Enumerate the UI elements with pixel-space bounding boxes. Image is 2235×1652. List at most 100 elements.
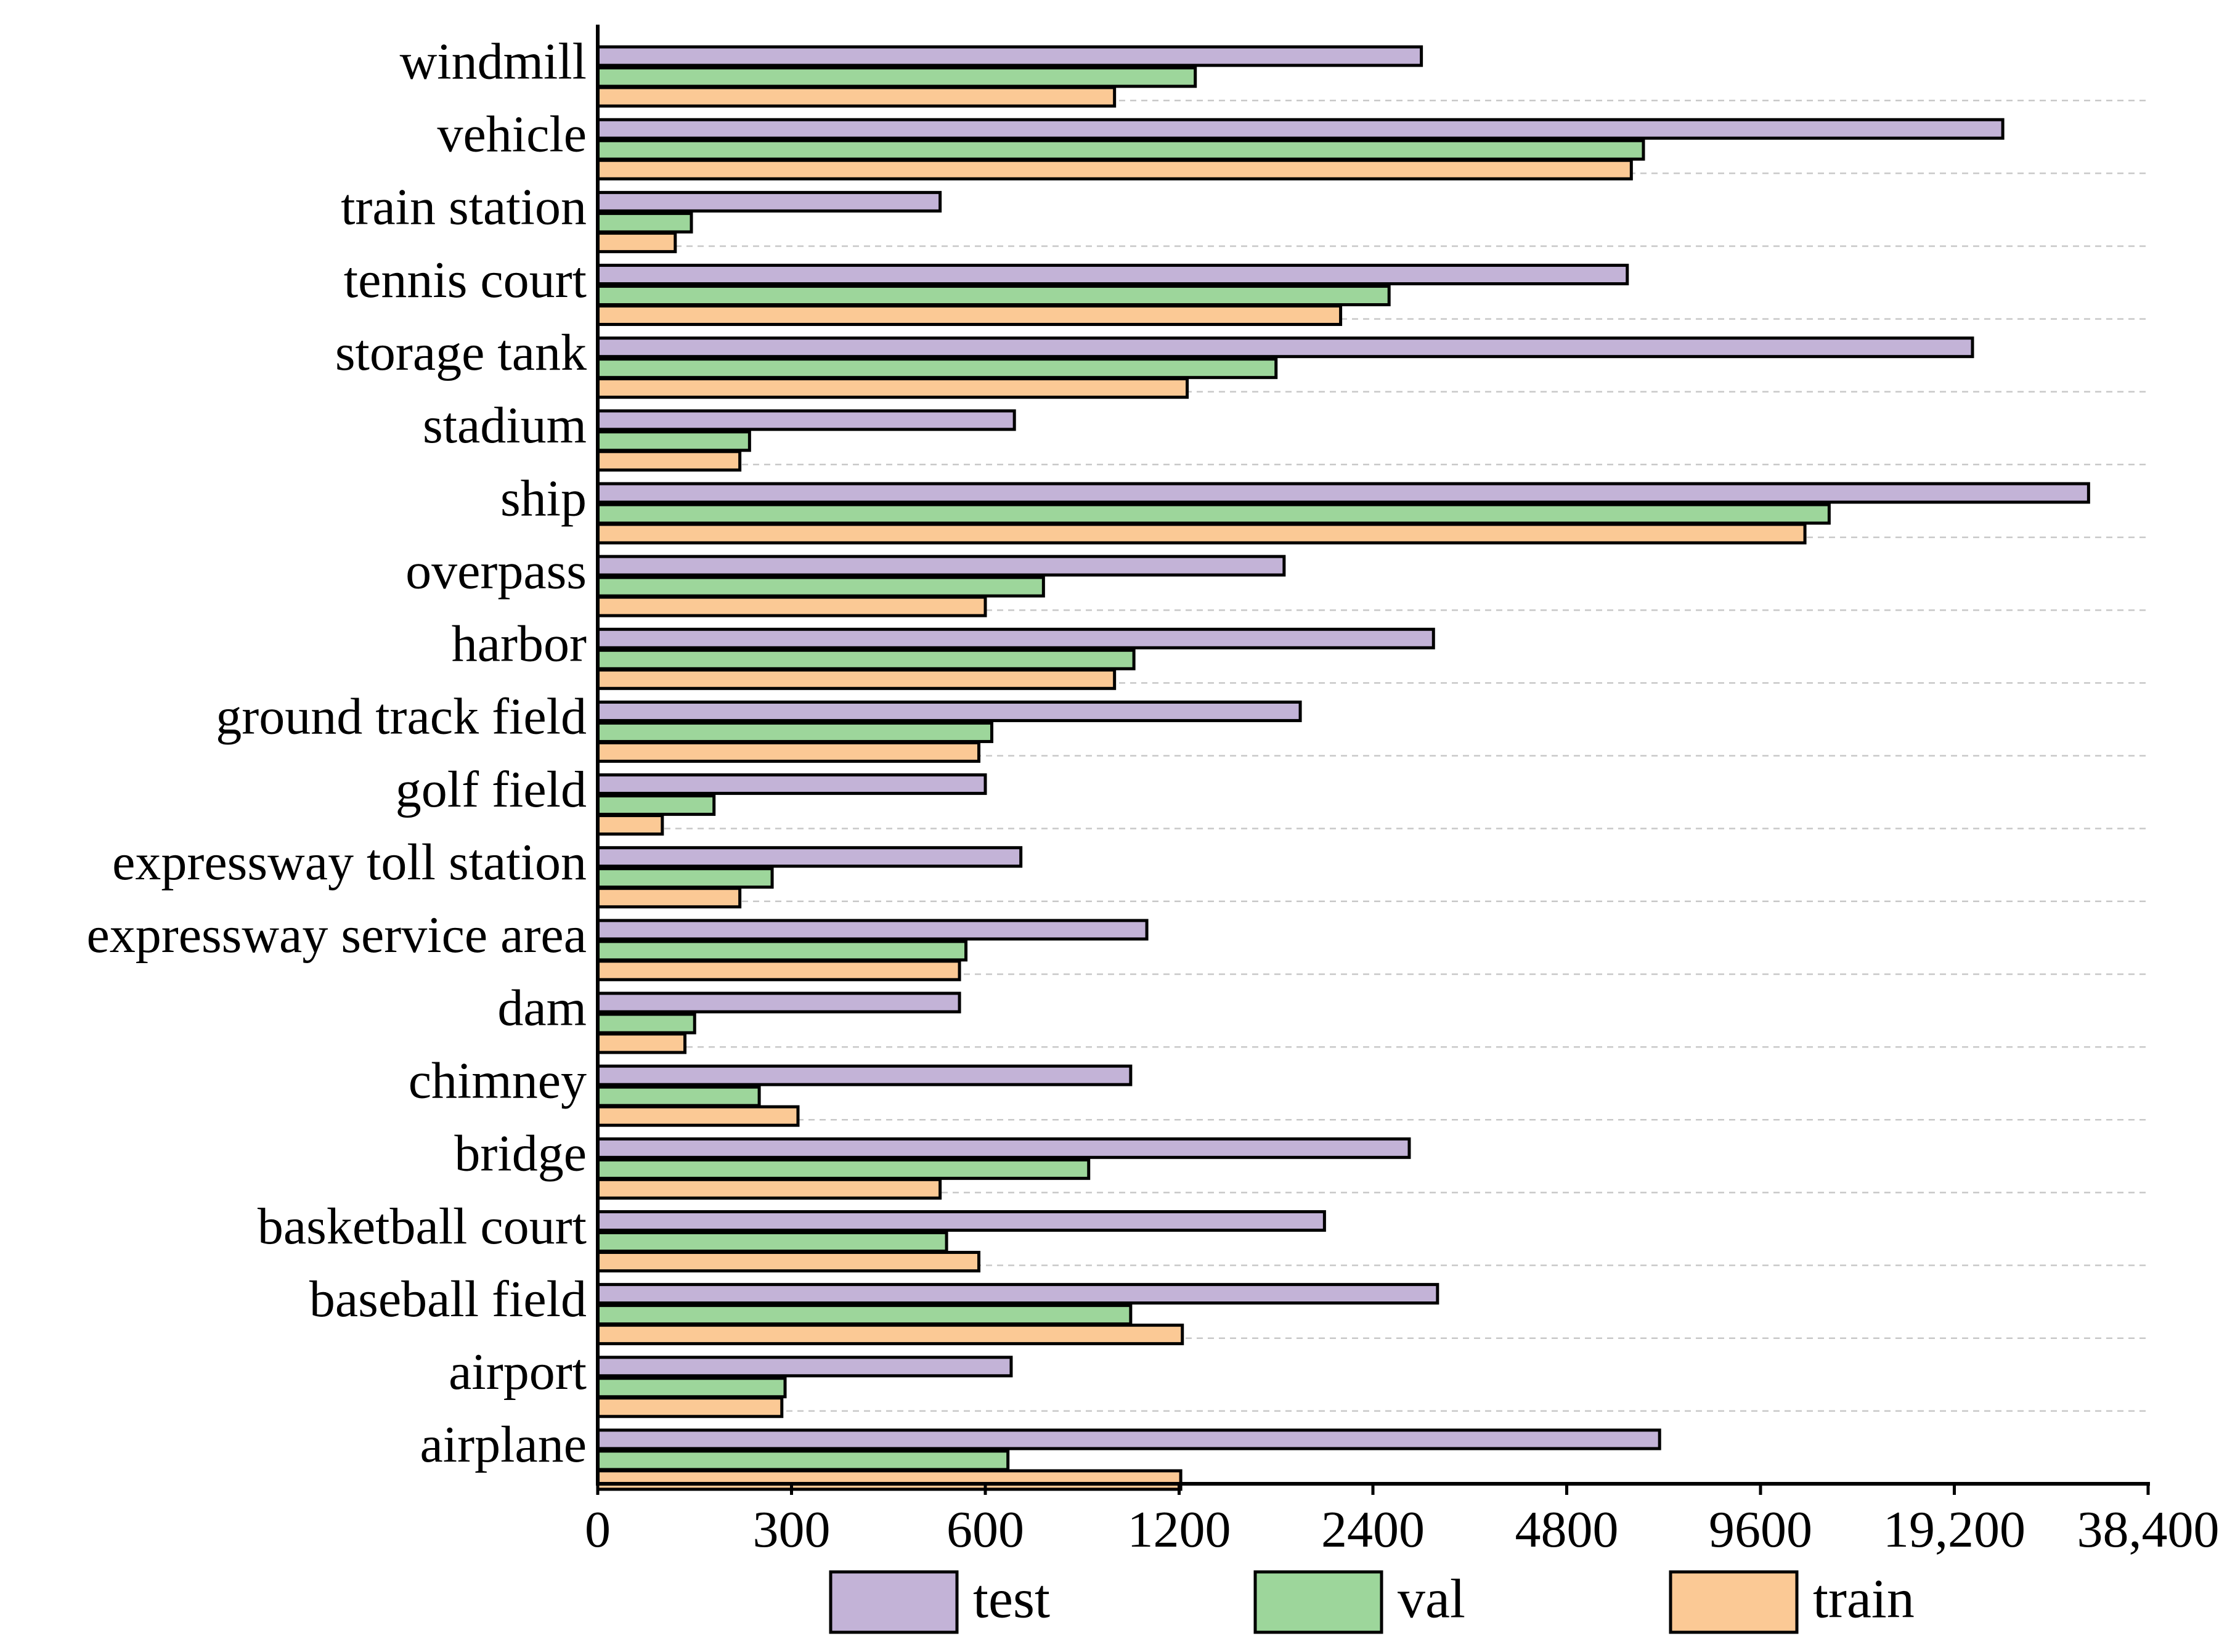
- bar-train-windmill: [596, 86, 1117, 108]
- bar-val-vehicle: [596, 139, 1645, 161]
- bar-test-stadium: [596, 409, 1016, 431]
- category-label: windmill: [400, 33, 587, 90]
- category-label: storage tank: [335, 324, 587, 381]
- legend-swatch-val: [1253, 1570, 1383, 1634]
- bar-train-vehicle: [596, 158, 1633, 181]
- x-tick-label: 9600: [1709, 1501, 1812, 1558]
- category-label: airplane: [420, 1416, 587, 1473]
- bar-test-chimney: [596, 1064, 1133, 1086]
- legend-label-train: train: [1813, 1569, 1915, 1630]
- bar-val-airport: [596, 1377, 787, 1399]
- bar-test-ship: [596, 482, 2090, 504]
- legend-swatch-train: [1669, 1570, 1799, 1634]
- bar-train-storage-tank: [596, 377, 1189, 399]
- bar-val-ground-track-field: [596, 721, 993, 743]
- bar-val-expressway-service-area: [596, 940, 968, 962]
- bar-test-windmill: [596, 45, 1423, 67]
- category-label: tennis court: [344, 251, 587, 309]
- bar-train-bridge: [596, 1178, 942, 1200]
- bar-train-chimney: [596, 1105, 800, 1127]
- category-label: chimney: [409, 1052, 587, 1109]
- legend-label-test: test: [973, 1569, 1050, 1630]
- bar-train-dam: [596, 1032, 687, 1054]
- bar-val-basketball-court: [596, 1231, 948, 1253]
- category-label: expressway service area: [86, 906, 587, 964]
- bar-val-ship: [596, 503, 1831, 525]
- x-tick-label: 38,400: [2077, 1501, 2220, 1558]
- bar-train-harbor: [596, 668, 1117, 690]
- bar-val-golf-field: [596, 794, 716, 816]
- legend-swatch-test: [829, 1570, 959, 1634]
- bar-train-expressway-service-area: [596, 959, 961, 982]
- legend: test val train: [829, 1569, 1915, 1634]
- bar-val-tennis-court: [596, 285, 1391, 307]
- bar-test-expressway-toll-station: [596, 846, 1023, 868]
- bar-train-stadium: [596, 450, 742, 472]
- category-label: baseball field: [309, 1271, 587, 1328]
- bar-test-storage-tank: [596, 336, 1974, 359]
- bar-train-golf-field: [596, 814, 664, 836]
- bar-val-bridge: [596, 1158, 1091, 1180]
- bar-val-baseball-field: [596, 1304, 1133, 1326]
- category-label: vehicle: [437, 106, 587, 163]
- bar-train-airport: [596, 1396, 784, 1418]
- bar-test-expressway-service-area: [596, 919, 1149, 941]
- category-label: expressway toll station: [112, 834, 587, 891]
- category-label: ship: [500, 470, 587, 527]
- bar-test-dam: [596, 991, 961, 1014]
- bar-val-dam: [596, 1012, 696, 1035]
- bar-test-tennis-court: [596, 264, 1629, 286]
- category-label: stadium: [423, 397, 587, 454]
- category-label: airport: [449, 1343, 587, 1401]
- bar-test-airport: [596, 1356, 1013, 1378]
- category-label: basketball court: [258, 1198, 587, 1255]
- bar-train-ground-track-field: [596, 741, 981, 763]
- x-axis-ticks: 0 300 600 1200 2400 4800 9600 19,200 38,400: [585, 1484, 2220, 1558]
- category-labels: windmill vehicle train station tennis court…: [86, 33, 587, 1473]
- bar-train-tennis-court: [596, 304, 1343, 327]
- category-label: overpass: [405, 542, 587, 600]
- x-tick-label: 1200: [1128, 1501, 1231, 1558]
- legend-label-val: val: [1398, 1569, 1465, 1630]
- bar-val-stadium: [596, 430, 751, 452]
- bar-test-golf-field: [596, 773, 987, 795]
- category-label: dam: [497, 979, 587, 1036]
- category-label: train station: [341, 179, 587, 236]
- bar-test-harbor: [596, 627, 1435, 649]
- bar-train-expressway-toll-station: [596, 887, 742, 909]
- bar-test-vehicle: [596, 118, 2005, 140]
- bar-val-airplane: [596, 1449, 1010, 1471]
- x-tick-label: 19,200: [1883, 1501, 2025, 1558]
- bar-test-airplane: [596, 1428, 1661, 1451]
- bar-test-baseball-field: [596, 1283, 1439, 1305]
- x-tick-label: 4800: [1515, 1501, 1619, 1558]
- bar-val-chimney: [596, 1085, 761, 1107]
- x-tick-label: 300: [753, 1501, 831, 1558]
- bar-val-windmill: [596, 66, 1197, 88]
- x-tick-label: 2400: [1321, 1501, 1425, 1558]
- x-tick-label: 0: [585, 1501, 611, 1558]
- category-label: bridge: [454, 1125, 587, 1182]
- bar-val-harbor: [596, 648, 1136, 670]
- x-tick-label: 600: [947, 1501, 1024, 1558]
- bar-test-basketball-court: [596, 1210, 1326, 1232]
- bar-train-airplane: [596, 1469, 1183, 1491]
- category-label: harbor: [452, 616, 587, 673]
- category-label: ground track field: [216, 688, 587, 746]
- category-label: golf field: [396, 761, 587, 818]
- bar-val-train-station: [596, 211, 693, 234]
- bar-test-train-station: [596, 190, 942, 213]
- bar-train-basketball-court: [596, 1250, 981, 1272]
- bar-val-expressway-toll-station: [596, 867, 774, 889]
- bar-train-overpass: [596, 595, 987, 617]
- bar-test-overpass: [596, 555, 1286, 577]
- bars: [596, 45, 2090, 1491]
- bar-val-overpass: [596, 576, 1045, 598]
- bar-train-ship: [596, 523, 1807, 545]
- bar-train-baseball-field: [596, 1324, 1184, 1346]
- bar-test-bridge: [596, 1137, 1411, 1159]
- bar-train-train-station: [596, 231, 677, 253]
- bar-val-storage-tank: [596, 357, 1278, 380]
- bar-test-ground-track-field: [596, 700, 1302, 722]
